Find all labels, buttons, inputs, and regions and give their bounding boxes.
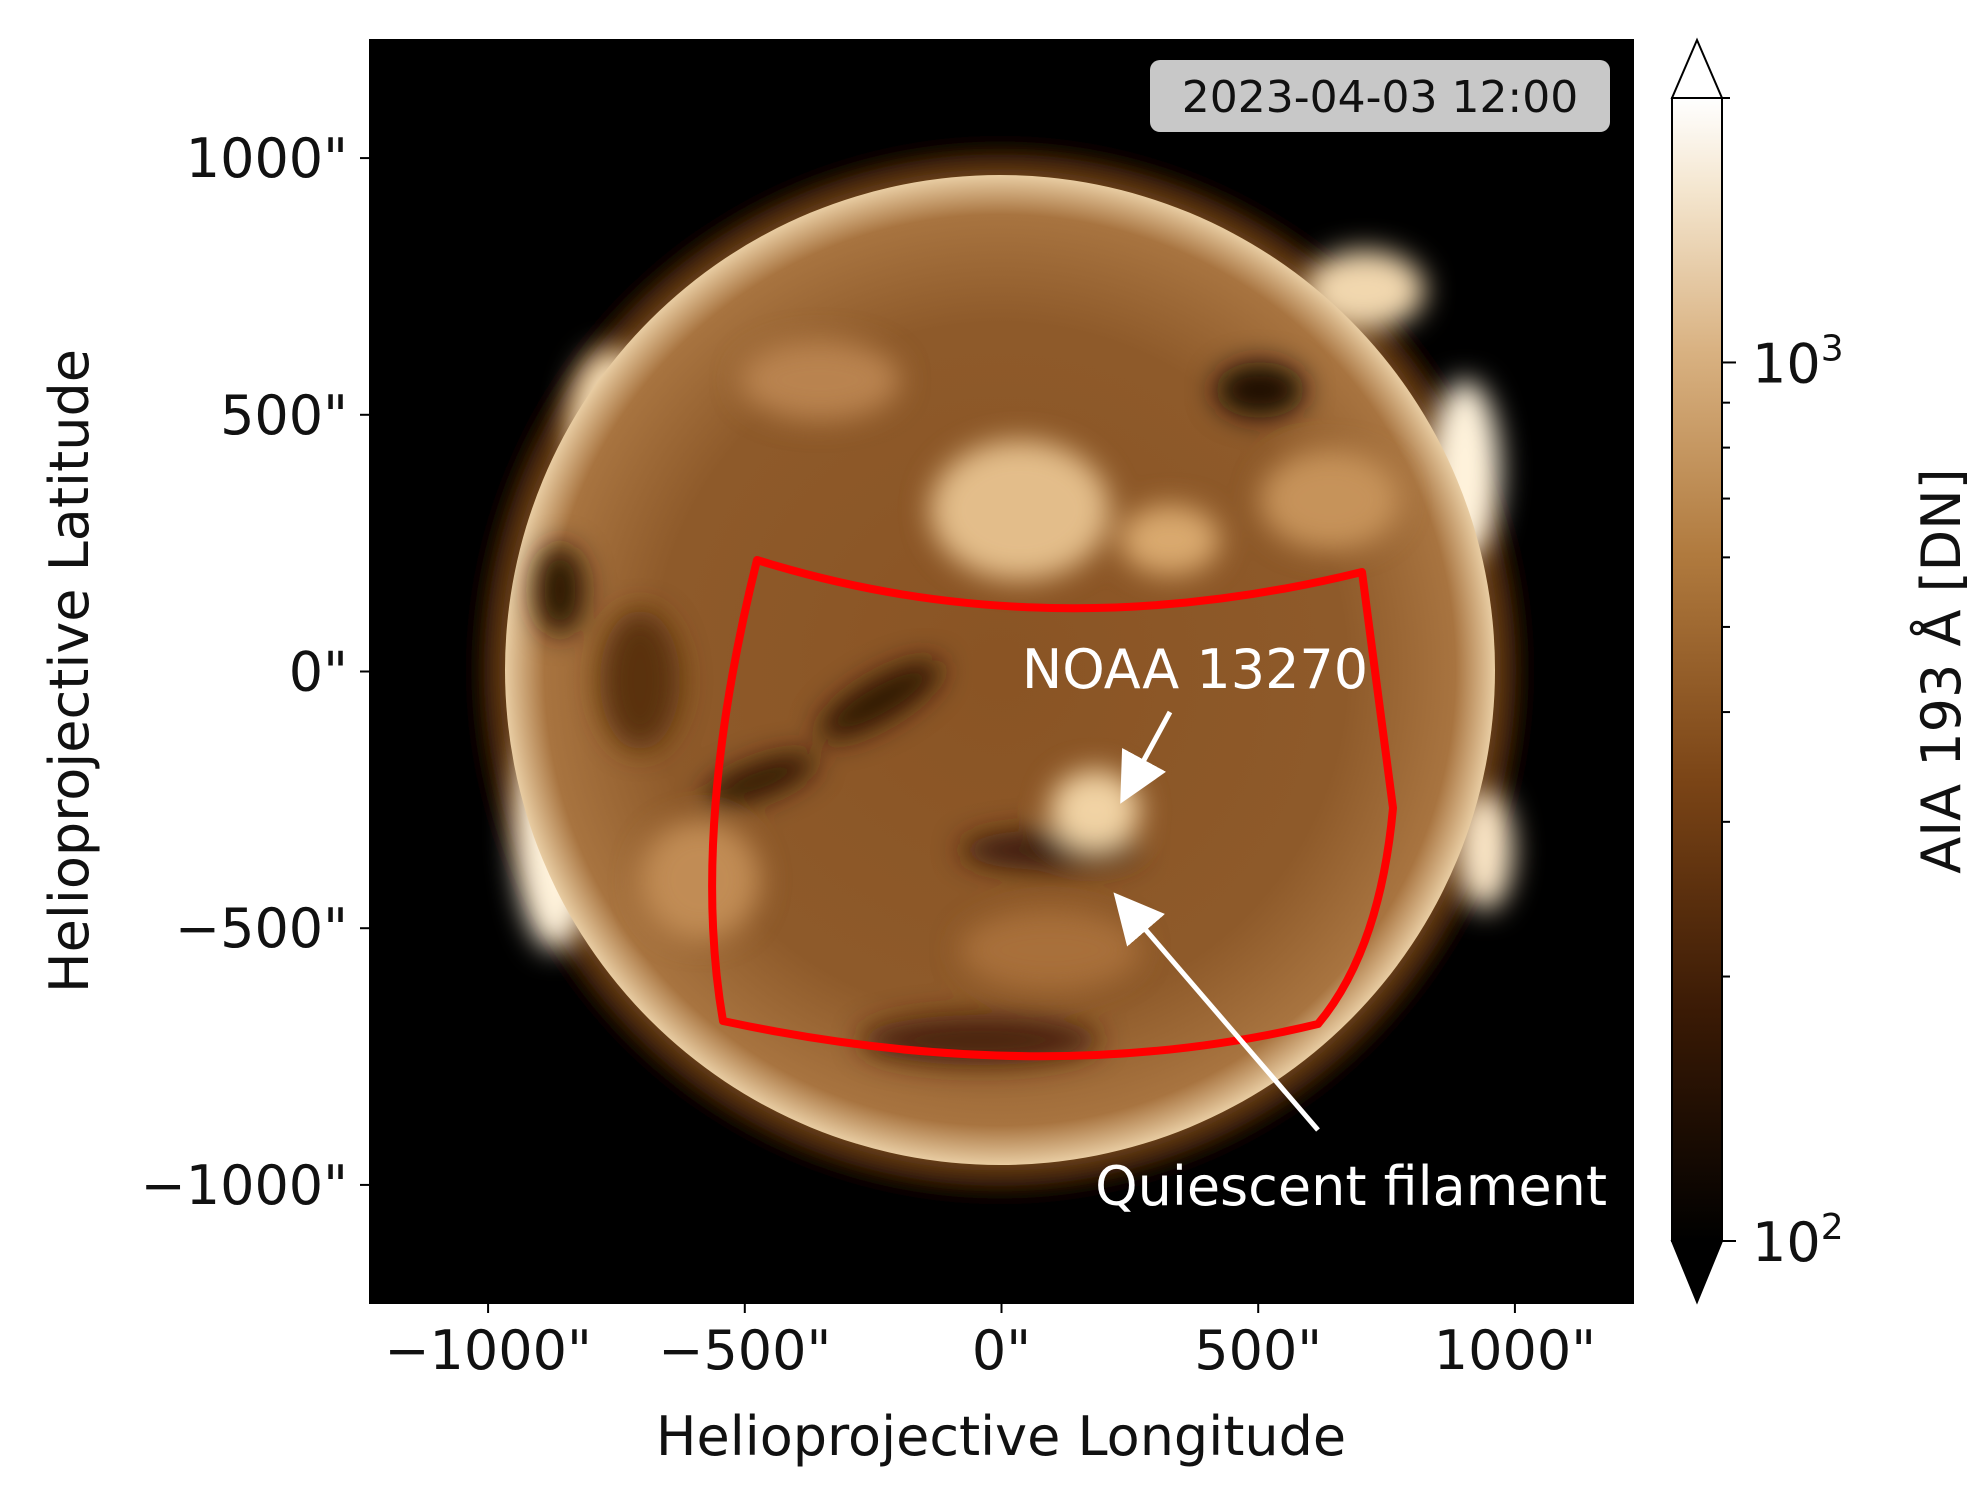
x-tick-label: 1000" (1434, 1319, 1596, 1382)
active-region-label: NOAA 13270 (1022, 638, 1368, 701)
x-axis-ticks: −1000" −500" 0" 500" 1000" (384, 1303, 1596, 1382)
colorbar-gradient (1671, 97, 1723, 1242)
filament-arrow (1113, 892, 1320, 1132)
active-region-arrow (1120, 710, 1173, 804)
y-axis-title: Helioprojective Latitude (38, 349, 101, 993)
y-tick-label: 0" (289, 641, 348, 704)
colorbar-extend-top (1670, 37, 1724, 99)
x-tick-label: 500" (1194, 1319, 1322, 1382)
region-box (708, 556, 1397, 1061)
timestamp-label: 2023-04-03 12:00 (1182, 72, 1579, 123)
filament-label: Quiescent filament (1095, 1155, 1607, 1218)
y-tick-label: 500" (220, 384, 348, 447)
timestamp-box (1150, 60, 1610, 132)
colorbar-tick-base: 10 (1752, 332, 1821, 395)
x-tick-label: −1000" (384, 1319, 592, 1382)
solar-disk (505, 175, 1495, 1165)
y-tick-label: −500" (175, 897, 348, 960)
solar-image-panel (370, 40, 1633, 1303)
y-tick-label: −1000" (140, 1154, 348, 1217)
colorbar-tick-exponent: 3 (1821, 328, 1844, 369)
x-tick-label: −500" (658, 1319, 831, 1382)
colorbar-tick-label: 103 (1752, 328, 1844, 395)
y-axis-ticks: 1000" 500" 0" −500" −1000" (140, 127, 370, 1217)
colorbar-label: AIA 193 Å [DN] (1909, 468, 1973, 873)
colorbar-tick-label: 102 (1752, 1207, 1844, 1274)
x-axis-title: Helioprojective Longitude (656, 1405, 1346, 1468)
disk-features (535, 340, 1400, 1065)
colorbar-extend-bottom (1670, 1240, 1724, 1305)
colorbar-tick-base: 10 (1752, 1211, 1821, 1274)
y-tick-label: 1000" (186, 127, 348, 190)
x-tick-label: 0" (972, 1319, 1031, 1382)
colorbar-tick-exponent: 2 (1821, 1207, 1844, 1248)
